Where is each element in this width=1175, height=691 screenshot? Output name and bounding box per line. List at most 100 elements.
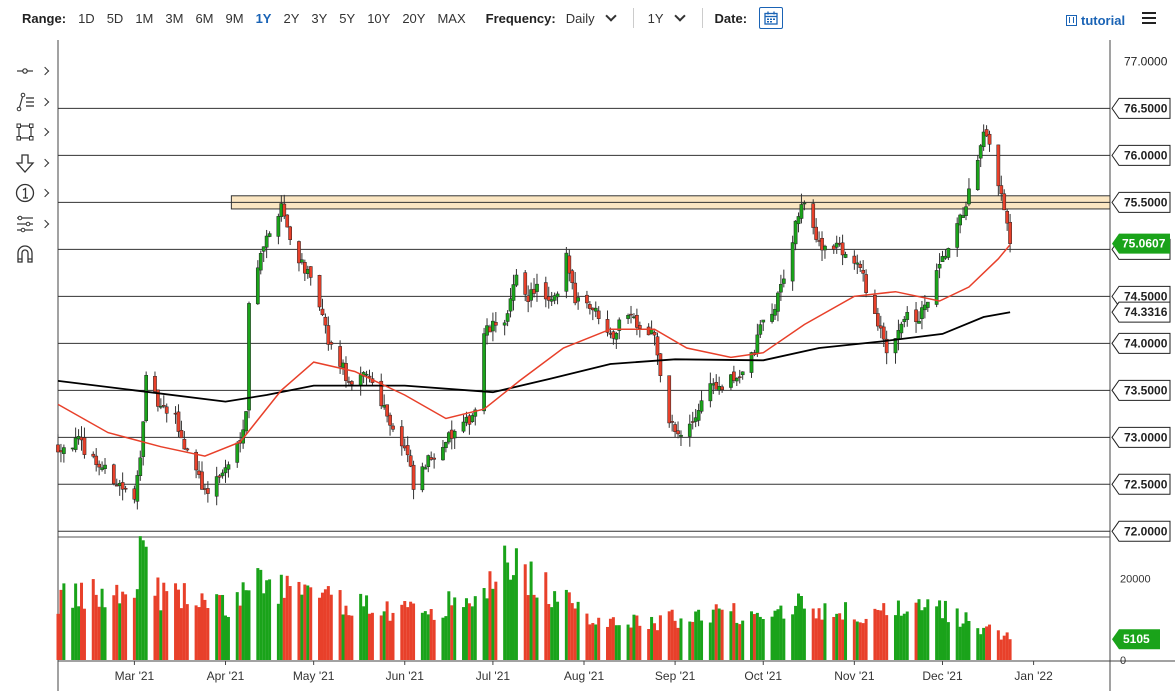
volume-bar (467, 603, 471, 660)
price-label-box (1111, 473, 1171, 495)
date-picker-button[interactable] (759, 7, 784, 29)
volume-bar (470, 606, 474, 660)
period-select[interactable]: 1Y (648, 10, 692, 26)
candle-body (426, 455, 431, 467)
volume-bar (423, 611, 427, 660)
measure-tools-icon (17, 215, 33, 233)
range-button-3m[interactable]: 3M (165, 10, 184, 26)
shape-tools-icon (16, 123, 34, 141)
volume-bar (235, 592, 239, 660)
candle-body (523, 272, 528, 295)
volume-bar (917, 599, 921, 660)
range-button-1m[interactable]: 1M (135, 10, 154, 26)
x-tick-label: Jul '21 (476, 669, 511, 683)
range-button-2y[interactable]: 2Y (283, 10, 300, 26)
volume-bar (347, 615, 351, 660)
volume-bar (1005, 632, 1009, 660)
range-button-1y[interactable]: 1Y (255, 10, 272, 26)
x-tick-label: Apr '21 (207, 669, 245, 683)
volume-bar (749, 611, 753, 660)
volume-bar (852, 619, 856, 660)
range-button-6m[interactable]: 6M (195, 10, 214, 26)
y-tick-label: 75.5000 (1124, 195, 1168, 209)
volume-bar (817, 608, 821, 660)
range-button-1d[interactable]: 1D (78, 10, 95, 26)
range-button-20y[interactable]: 20Y (402, 10, 426, 26)
volume-bar (153, 595, 157, 660)
candle-body (200, 471, 204, 490)
volume-bar (200, 593, 204, 660)
candle-body (652, 331, 657, 336)
volume-bar (988, 624, 992, 660)
candle-body (958, 214, 962, 226)
volume-bar (935, 606, 939, 660)
volume-bar (288, 586, 292, 660)
price-label-box (1111, 332, 1171, 354)
arrow-tools[interactable] (14, 148, 54, 179)
candle-body (73, 437, 78, 450)
arrow-tools-icon (15, 154, 35, 173)
volume-bar (74, 583, 78, 660)
volume-bar (570, 603, 574, 660)
volume-bar (144, 546, 148, 660)
candle-body (873, 294, 877, 314)
price-label-box (1111, 379, 1171, 401)
candle-body (91, 453, 96, 457)
tutorial-link[interactable]: tutorial (1066, 13, 1125, 28)
range-button-5d[interactable]: 5D (106, 10, 124, 26)
candle-body (350, 381, 354, 385)
volume-bar (626, 624, 630, 660)
candle-body (267, 233, 272, 237)
candle-body (505, 313, 510, 322)
last-price-label: 75.0607 (1122, 237, 1166, 251)
volume-bar (141, 540, 145, 660)
candle-body (793, 220, 798, 245)
volume-bar (938, 600, 942, 660)
volume-bar (979, 634, 983, 660)
crosshair-tool[interactable] (14, 56, 54, 87)
volume-bar (473, 596, 477, 660)
candle-body (317, 274, 322, 308)
range-button-10y[interactable]: 10Y (367, 10, 391, 26)
candle-body (255, 267, 260, 305)
volume-bar (82, 608, 86, 660)
range-button-5y[interactable]: 5Y (339, 10, 356, 26)
shape-tools[interactable] (14, 117, 54, 148)
range-button-max[interactable]: MAX (437, 10, 466, 26)
candle-body (781, 278, 786, 284)
candle-body (840, 242, 845, 256)
volume-bar (112, 595, 116, 660)
frequency-select[interactable]: Daily (566, 10, 623, 26)
volume-bar (670, 609, 674, 660)
volume-tick-label: 20000 (1120, 574, 1151, 586)
volume-bar (491, 588, 495, 660)
range-button-9m[interactable]: 9M (225, 10, 244, 26)
volume-bar (453, 597, 457, 660)
range-button-3y[interactable]: 3Y (311, 10, 328, 26)
candle-body (258, 253, 263, 271)
price-label-box (1111, 520, 1171, 542)
volume-bar (262, 593, 266, 660)
crosshair-tool-icon (17, 68, 33, 75)
volume-bar (697, 609, 701, 660)
line-tools[interactable] (14, 87, 54, 118)
candle-body (82, 437, 87, 455)
volume-bar (591, 623, 595, 660)
magnet-tool[interactable] (14, 239, 54, 270)
annotation-tools[interactable] (14, 178, 54, 209)
chart-toolbar: Range: 1D 5D 1M 3M 6M 9M 1Y 2Y 3Y 5Y 10Y 20Y MAX Fre… (0, 0, 1175, 36)
hamburger-menu-icon[interactable] (1142, 12, 1156, 24)
candle-body (576, 297, 580, 302)
x-tick-label: Jun '21 (386, 669, 425, 683)
volume-bar (279, 574, 283, 660)
volume-bar (103, 607, 107, 660)
candle-body (585, 294, 589, 304)
candle-body (135, 475, 140, 502)
volume-bar (268, 579, 272, 660)
candle-body (893, 338, 898, 354)
candle-body (94, 455, 99, 465)
volume-bar (400, 604, 404, 660)
measure-tools[interactable] (14, 209, 54, 240)
volume-bar (720, 609, 724, 660)
